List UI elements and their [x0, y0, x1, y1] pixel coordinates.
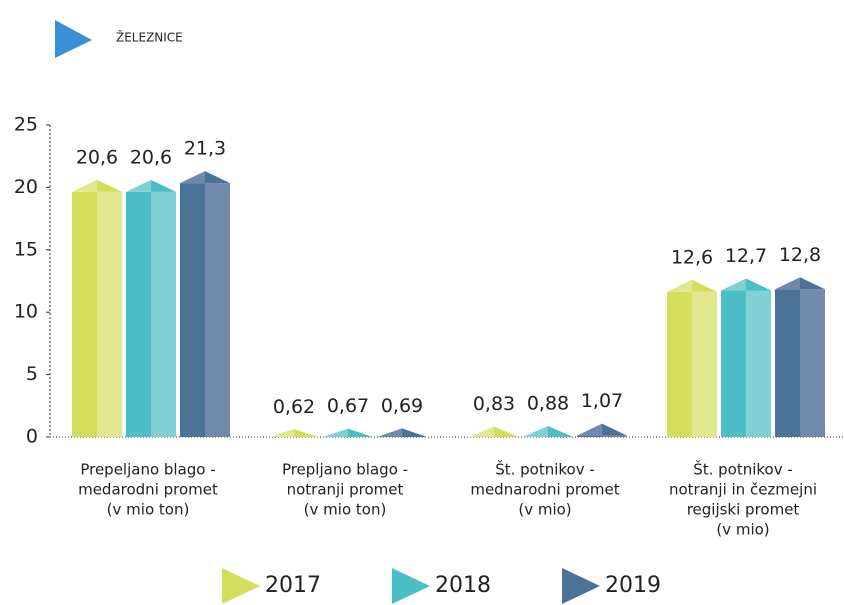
data-label: 20,6 — [76, 146, 118, 168]
x-tick-label: Prepljano blago - — [282, 461, 408, 479]
bar-front-left — [72, 191, 97, 437]
bar — [269, 429, 319, 437]
bar-front-left — [577, 435, 602, 437]
data-label: 12,8 — [779, 244, 821, 266]
bar-roof-right — [746, 278, 771, 291]
bar-front-left — [180, 183, 205, 437]
x-tick-label: Št. potnikov - — [693, 460, 793, 479]
bar-roof-right — [800, 277, 825, 290]
data-label: 0,62 — [273, 396, 315, 418]
y-tick-label: 0 — [26, 426, 38, 448]
data-label: 20,6 — [130, 146, 172, 168]
bar-roof-right — [402, 428, 427, 437]
legend-marker — [562, 568, 600, 604]
legend-label: 2018 — [435, 573, 491, 598]
bar — [469, 426, 519, 437]
legend-marker — [222, 568, 260, 604]
data-label: 21,3 — [184, 138, 226, 160]
bar-roof-left — [667, 279, 692, 292]
x-tick-label: (v mio ton) — [107, 501, 190, 519]
bar-front-left — [126, 191, 151, 437]
bar — [180, 171, 230, 437]
bar-roof-right — [97, 179, 122, 192]
data-label: 0,69 — [381, 395, 423, 417]
y-tick-label: 25 — [14, 114, 38, 136]
bar-roof-left — [269, 429, 294, 437]
bar-roof-right — [548, 426, 573, 437]
bar-front-right — [692, 291, 717, 437]
x-tick-label: regijski promet — [687, 501, 800, 519]
bar-front-right — [205, 183, 230, 437]
bar-roof-right — [602, 423, 627, 436]
bar-front-right — [97, 191, 122, 437]
bar-roof-left — [72, 179, 97, 192]
data-label: 0,88 — [527, 393, 569, 415]
data-label: 0,83 — [473, 393, 515, 415]
bar-roof-left — [377, 428, 402, 437]
x-tick-label: mednarodni promet — [470, 481, 619, 499]
bar — [721, 278, 771, 437]
bar — [126, 179, 176, 437]
bar-front-right — [800, 289, 825, 437]
bar-front-right — [602, 435, 627, 437]
x-tick-label: notranji in čezmejni — [669, 481, 817, 499]
x-tick-label: Prepeljano blago - — [80, 461, 215, 479]
x-tick-label: medarodni promet — [78, 481, 218, 499]
bar-roof-left — [523, 426, 548, 437]
bar-front-right — [151, 191, 176, 437]
bar-front-left — [667, 291, 692, 437]
legend-label: 2019 — [605, 573, 661, 598]
title-icon — [55, 20, 92, 58]
bar — [775, 277, 825, 437]
bar — [323, 428, 373, 437]
bar-front-left — [721, 290, 746, 437]
data-label: 0,67 — [327, 395, 369, 417]
bar-roof-left — [180, 171, 205, 184]
bar-roof-left — [126, 179, 151, 192]
legend-label: 2017 — [265, 573, 321, 598]
bar-roof-left — [721, 278, 746, 291]
bar — [72, 179, 122, 437]
data-label: 12,7 — [725, 245, 767, 267]
bar — [377, 428, 427, 437]
x-tick-label: Št. potnikov - — [495, 460, 595, 479]
bar-roof-left — [775, 277, 800, 290]
bar — [523, 426, 573, 437]
y-tick-label: 10 — [14, 301, 38, 323]
chart-title: ŽELEZNICE — [116, 30, 183, 45]
x-tick-label: (v mio ton) — [304, 501, 387, 519]
x-tick-label: (v mio) — [518, 501, 571, 519]
legend-marker — [392, 568, 430, 604]
x-tick-label: (v mio) — [716, 521, 769, 539]
y-tick-label: 5 — [26, 363, 38, 385]
bar-front-left — [775, 289, 800, 437]
bar-roof-right — [294, 429, 319, 437]
data-label: 1,07 — [581, 390, 623, 412]
bar-roof-right — [151, 179, 176, 192]
bar-roof-left — [469, 426, 494, 437]
bar-roof-right — [692, 279, 717, 292]
bar — [577, 423, 627, 437]
bar-roof-right — [494, 426, 519, 437]
bar-front-right — [746, 290, 771, 437]
bar-roof-right — [205, 171, 230, 184]
y-tick-label: 20 — [14, 176, 38, 198]
y-tick-label: 15 — [14, 238, 38, 260]
bar-roof-left — [323, 428, 348, 437]
bar-roof-left — [577, 423, 602, 436]
bar — [667, 279, 717, 437]
x-tick-label: notranji promet — [287, 481, 404, 499]
data-label: 12,6 — [671, 246, 713, 268]
bar-roof-right — [348, 428, 373, 437]
